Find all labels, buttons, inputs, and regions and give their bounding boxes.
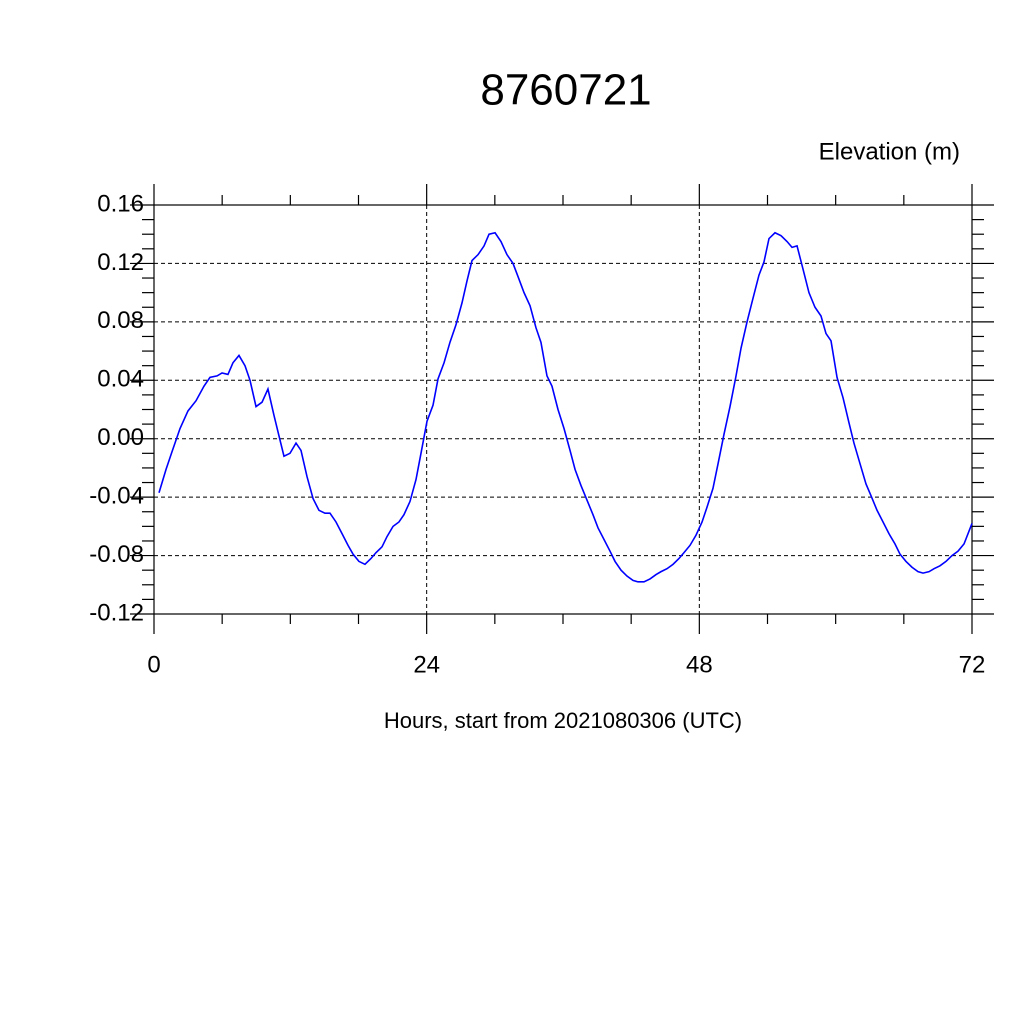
y-axis-label: Elevation (m) (819, 138, 960, 165)
data-line (158, 231, 973, 583)
y-tick-label: -0.12 (89, 599, 144, 626)
plot-frame (153, 204, 973, 615)
x-tick-label: 24 (413, 651, 440, 678)
y-tick-label: 0.08 (97, 307, 144, 334)
y-tick-label: -0.08 (89, 541, 144, 568)
y-tick-label: 0.00 (97, 424, 144, 451)
y-tick-label: -0.04 (89, 482, 144, 509)
chart-title: 8760721 (480, 66, 651, 115)
y-tick-label: 0.04 (97, 366, 144, 393)
x-tick-label: 72 (959, 651, 986, 678)
x-axis-label: Hours, start from 2021080306 (UTC) (384, 708, 742, 733)
x-tick-label: 0 (147, 651, 160, 678)
y-tick-label: 0.12 (97, 249, 144, 276)
y-tick-label: 0.16 (97, 190, 144, 217)
x-tick-label: 48 (686, 651, 713, 678)
